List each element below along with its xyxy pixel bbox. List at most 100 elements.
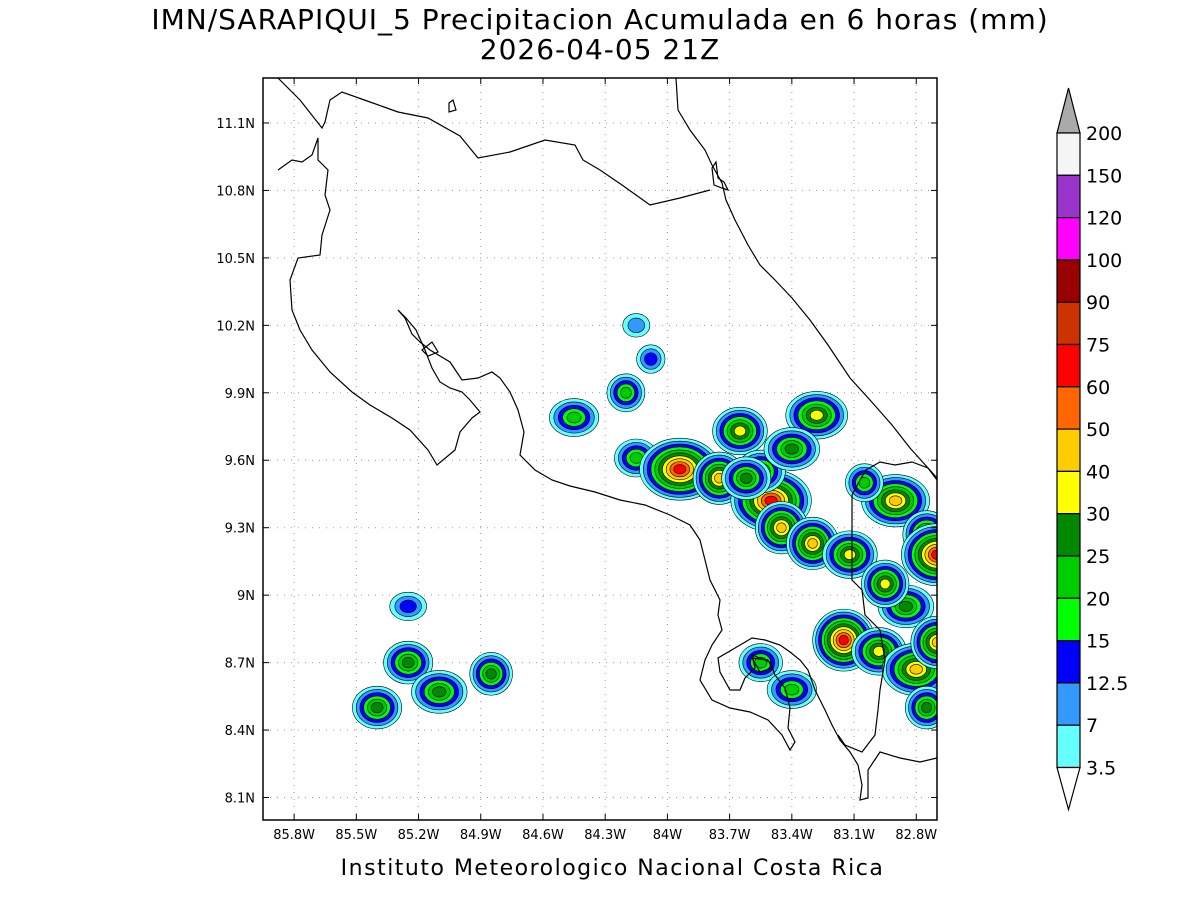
x-tick-label: 83.7W bbox=[709, 828, 751, 843]
y-tick-label: 11.1N bbox=[216, 117, 255, 132]
colorbar-label: 90 bbox=[1086, 292, 1110, 314]
x-tick-label: 85.8W bbox=[273, 828, 315, 843]
precip-contour bbox=[370, 702, 384, 714]
credit-text: Instituto Meteorologico Nacional Costa R… bbox=[340, 856, 885, 881]
precip-contour bbox=[809, 409, 824, 421]
x-tick-label: 84W bbox=[653, 828, 683, 843]
colorbar-swatch bbox=[1056, 132, 1081, 176]
colorbar-label: 3.5 bbox=[1086, 758, 1116, 780]
precip-cell bbox=[904, 685, 937, 730]
precip-contour bbox=[931, 549, 937, 560]
precip-contour bbox=[733, 425, 747, 437]
y-tick-label: 10.5N bbox=[216, 252, 255, 267]
colorbar-swatch bbox=[1056, 174, 1081, 219]
precip-cell bbox=[901, 523, 937, 586]
colorbar-label: 40 bbox=[1086, 461, 1110, 483]
precip-cell bbox=[549, 398, 600, 437]
precip-cell bbox=[861, 559, 910, 609]
y-tick-label: 8.4N bbox=[225, 724, 255, 739]
map-axes: 85.8W 85.5W 85.2W 84.9W 84.6W 84.3W 84W 83.7W 83… bbox=[216, 78, 937, 843]
colorbar-label: 25 bbox=[1086, 546, 1110, 568]
colorbar-label: 75 bbox=[1086, 335, 1110, 357]
colorbar-swatch bbox=[1056, 682, 1081, 726]
colorbar-swatch bbox=[1056, 259, 1081, 303]
precip-contour bbox=[888, 495, 903, 506]
precip-cell bbox=[785, 391, 848, 440]
precip-contour bbox=[432, 686, 447, 698]
x-tick-label: 83.4W bbox=[771, 828, 813, 843]
precip-cell bbox=[636, 344, 666, 374]
precip-cell bbox=[763, 427, 820, 471]
precip-contour bbox=[843, 549, 856, 560]
precip-contour bbox=[879, 578, 891, 590]
guanacaste-coast bbox=[277, 137, 481, 466]
x-tick-label: 85.5W bbox=[335, 828, 377, 843]
precip-contour bbox=[776, 522, 787, 533]
colorbar-swatch bbox=[1056, 343, 1081, 388]
colorbar-label: 200 bbox=[1086, 123, 1122, 145]
map-subtitle-date: 2026-04-05 21Z bbox=[479, 33, 721, 66]
colorbar-label: 20 bbox=[1086, 588, 1110, 610]
precip-cell bbox=[845, 463, 884, 503]
lake-nicaragua-shore bbox=[277, 78, 711, 206]
colorbar-label: 150 bbox=[1086, 165, 1122, 187]
precip-cell bbox=[383, 640, 434, 685]
colorbar-label: 100 bbox=[1086, 250, 1122, 272]
map-frame bbox=[262, 77, 938, 821]
colorbar-swatch bbox=[1056, 555, 1081, 599]
y-tick-label: 8.7N bbox=[225, 657, 255, 672]
colorbar-swatch bbox=[1056, 386, 1081, 430]
precip-cell bbox=[712, 406, 768, 456]
y-tick-label: 10.2N bbox=[216, 319, 255, 334]
colorbar-swatch bbox=[1056, 639, 1081, 684]
x-tick-label: 83.1W bbox=[833, 828, 875, 843]
colorbar-swatch bbox=[1056, 301, 1081, 346]
precip-contour bbox=[872, 646, 885, 657]
precip-contour bbox=[627, 317, 645, 333]
golfito-inlet bbox=[750, 657, 773, 673]
precip-contour bbox=[807, 538, 818, 549]
x-tick-label: 84.9W bbox=[460, 828, 502, 843]
colorbar-top-arrow bbox=[1056, 87, 1081, 134]
gulf-of-nicoya bbox=[397, 309, 937, 801]
y-tick-label: 9.9N bbox=[225, 387, 255, 402]
x-tick-label: 82.8W bbox=[895, 828, 937, 843]
peninsula-inner bbox=[421, 341, 439, 357]
precip-contour bbox=[399, 599, 417, 614]
precip-cell bbox=[721, 456, 772, 500]
precip-contour bbox=[909, 664, 923, 675]
y-tick-label: 9N bbox=[237, 589, 255, 604]
precip-cell bbox=[861, 474, 930, 528]
colorbar-label: 7 bbox=[1086, 715, 1098, 737]
precip-contour bbox=[784, 683, 800, 696]
x-tick-label: 84.3W bbox=[584, 828, 626, 843]
precip-contour bbox=[921, 702, 933, 714]
y-tick-label: 9.3N bbox=[225, 522, 255, 537]
precip-cell bbox=[389, 591, 427, 621]
colorbar-swatch bbox=[1056, 513, 1081, 557]
precip-contour bbox=[401, 657, 415, 669]
precip-cell bbox=[606, 373, 646, 413]
precip-cell bbox=[411, 670, 468, 714]
precip-cell bbox=[622, 313, 651, 338]
precip-contour bbox=[620, 387, 632, 399]
colorbar-swatch bbox=[1056, 217, 1081, 261]
precip-cell bbox=[469, 652, 513, 696]
colorbar: 3.5 7 12.5 15 20 25 30 40 50 60 75 90 100 120 150 200 bbox=[1056, 87, 1128, 812]
precip-contour bbox=[739, 472, 753, 484]
colorbar-label: 30 bbox=[1086, 504, 1110, 526]
precip-cell bbox=[352, 685, 402, 730]
colorbar-label: 15 bbox=[1086, 631, 1110, 653]
colorbar-label: 60 bbox=[1086, 377, 1110, 399]
colorbar-swatch bbox=[1056, 470, 1081, 515]
island-north bbox=[448, 99, 457, 113]
precip-cell bbox=[766, 670, 817, 709]
precip-contour bbox=[838, 635, 849, 646]
colorbar-swatch bbox=[1056, 597, 1081, 642]
colorbar-label: 12.5 bbox=[1086, 673, 1128, 695]
precip-contour bbox=[673, 464, 687, 475]
x-tick-label: 85.2W bbox=[398, 828, 440, 843]
island-river-mouth bbox=[711, 160, 730, 192]
colorbar-label: 120 bbox=[1086, 208, 1122, 230]
